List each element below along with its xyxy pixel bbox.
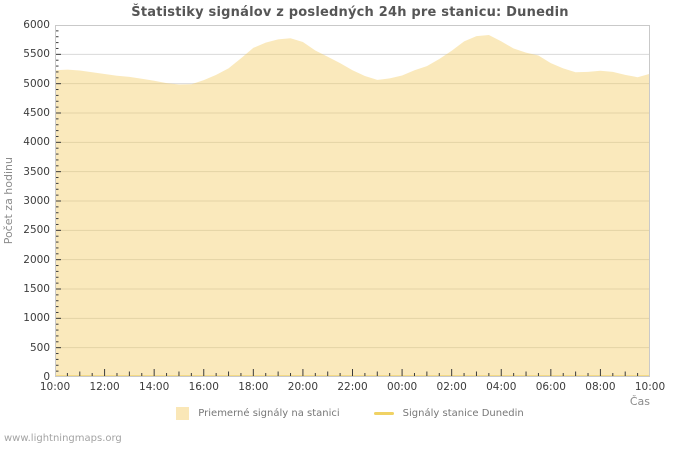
x-tick-label: 18:00 [238, 381, 269, 393]
y-tick-label: 6000 [23, 19, 50, 31]
y-tick-label: 4500 [23, 107, 50, 119]
y-tick-label: 1000 [23, 312, 50, 325]
y-tick-label: 1500 [23, 283, 50, 295]
y-tick-label: 5500 [23, 48, 50, 61]
x-tick-label: 06:00 [535, 381, 566, 393]
plot-area [55, 25, 650, 377]
x-tick-label: 14:00 [139, 381, 170, 393]
y-tick-label: 3000 [23, 195, 50, 207]
watermark: www.lightningmaps.org [4, 433, 122, 444]
x-tick-label: 10:00 [634, 381, 666, 393]
x-tick-label: 00:00 [386, 381, 418, 393]
y-tick-label: 0 [43, 371, 50, 383]
legend-label-line: Signály stanice Dunedin [402, 408, 524, 419]
x-tick-label: 10:00 [39, 381, 71, 393]
y-tick-label: 3500 [23, 165, 50, 178]
y-tick-label: 2000 [23, 253, 50, 266]
y-tick-label: 500 [29, 341, 50, 354]
x-tick-label: 22:00 [337, 381, 368, 393]
y-tick-label: 2500 [23, 224, 50, 237]
x-tick-label: 02:00 [436, 381, 467, 393]
x-tick-label: 12:00 [89, 381, 120, 393]
chart-title: Štatistiky signálov z posledných 24h pre… [131, 5, 569, 20]
legend-swatch-area [176, 407, 190, 420]
x-tick-label: 16:00 [188, 381, 219, 393]
y-tick-label: 4000 [23, 136, 50, 149]
plot-svg [55, 25, 650, 377]
legend-swatch-line [373, 412, 394, 415]
x-tick-label: 08:00 [585, 381, 616, 393]
x-tick-label: 20:00 [287, 381, 319, 393]
legend-label-area: Priemerné signály na stanici [198, 408, 340, 419]
x-axis-title: Čas [629, 395, 650, 408]
legend: Priemerné signály na stanici Signály sta… [0, 407, 700, 420]
x-tick-label: 04:00 [486, 381, 517, 393]
y-tick-label: 5000 [23, 77, 50, 90]
